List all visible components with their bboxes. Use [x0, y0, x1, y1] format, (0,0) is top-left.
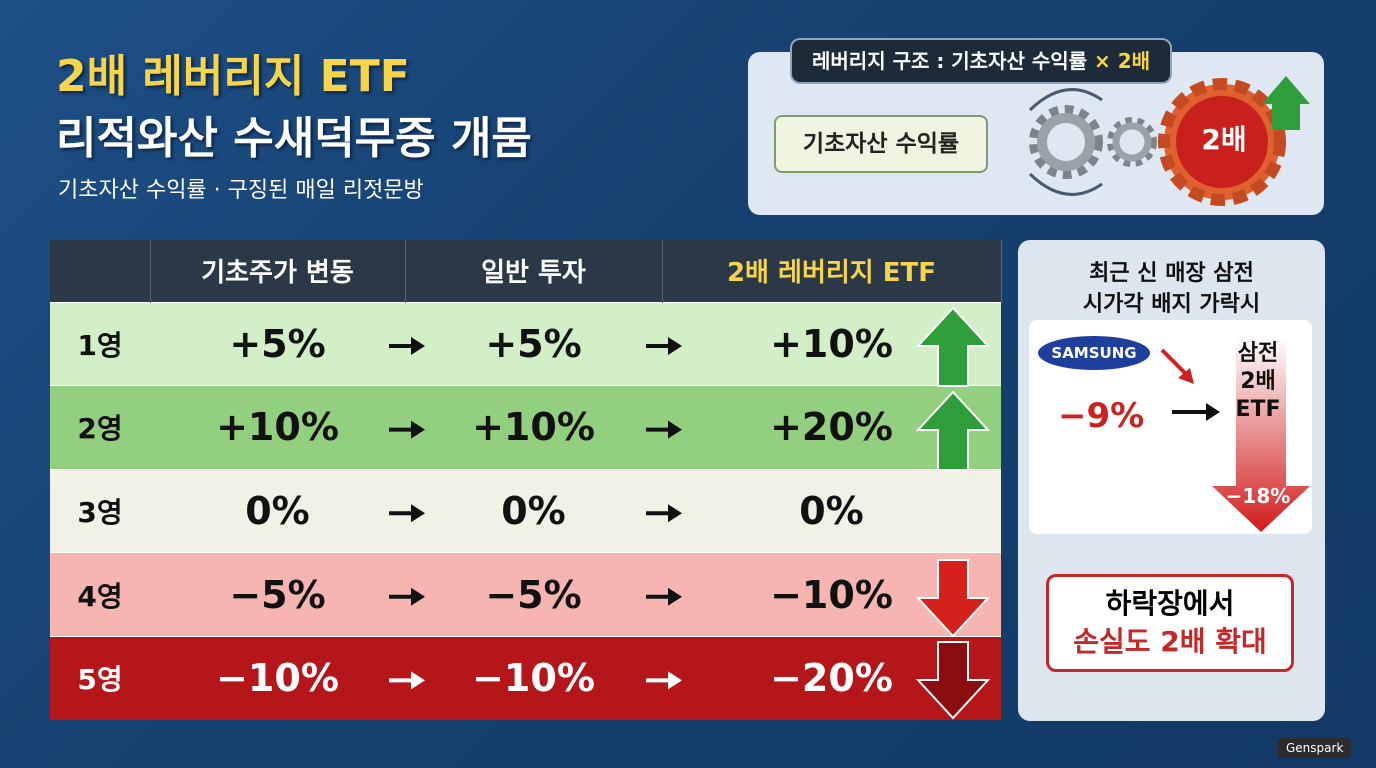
flow-arrow: [389, 337, 425, 355]
value-cell: −10%: [405, 635, 662, 720]
flow-arrow: [389, 504, 425, 523]
example-arrows: [1160, 338, 1310, 532]
value-cell: +5%: [405, 301, 662, 386]
row-label: 1영: [50, 301, 150, 386]
value-cell: 0%: [662, 468, 1001, 553]
flow-arrow: [646, 587, 682, 606]
gears: [1028, 76, 1310, 206]
flow-arrow: [646, 671, 682, 690]
row-label: 3영: [50, 468, 150, 553]
watermark: Genspark: [1278, 738, 1352, 758]
value-cell: 0%: [405, 468, 662, 553]
flow-arrow: [389, 587, 425, 606]
value-cell: +10%: [150, 385, 405, 470]
line: ETF: [1235, 397, 1281, 422]
value-cell: −10%: [150, 635, 405, 720]
corner: [50, 240, 151, 302]
flow-arrow: [389, 420, 425, 439]
multiplier: 2배: [1201, 123, 1247, 156]
flow-arrow: [389, 671, 425, 690]
value-cell: +5%: [150, 301, 405, 386]
column-header: 일반 투자: [405, 240, 663, 302]
line: 2배: [1240, 369, 1276, 394]
etf-label: 삼전 2배 ETF: [1220, 340, 1296, 424]
row-label: 4영: [50, 552, 150, 637]
row-label: 2영: [50, 385, 150, 470]
table-icons: [389, 306, 991, 720]
label-highlight: × 2배: [1094, 49, 1151, 73]
input-box: 기초자산 수익률: [774, 115, 988, 173]
flow-arrow: [646, 504, 682, 523]
line: 최근 신 매장 삼전: [1089, 261, 1254, 286]
note-line: 하락장에서: [1105, 587, 1235, 620]
value-cell: +10%: [405, 385, 662, 470]
table-row: 3영 0% 0% 0%: [50, 468, 1001, 553]
title: 2배 레버리지 ETF: [56, 51, 410, 102]
label-text: 레버리지 구조 : 기초자산 수익률: [812, 49, 1088, 73]
structure-label: 레버리지 구조 : 기초자산 수익률 × 2배: [790, 38, 1173, 84]
column-header: 2배 레버리지 ETF: [662, 240, 1002, 302]
flow-arrow: [646, 337, 682, 355]
flow-arrow: [646, 420, 682, 439]
line: 삼전: [1237, 341, 1279, 366]
etf-change: −18%: [1225, 484, 1291, 508]
value-cell: −5%: [405, 552, 662, 637]
flow-arrows: [389, 337, 682, 690]
value-cell: 0%: [150, 468, 405, 553]
table-row: 5영 −10% −10% −20%: [50, 635, 1001, 720]
brand-logo: SAMSUNG: [1038, 336, 1150, 370]
value-cell: −5%: [150, 552, 405, 637]
row-label: 5영: [50, 635, 150, 720]
stock-change: −9%: [1058, 396, 1145, 436]
line: 시가각 배지 가락시: [1082, 292, 1261, 317]
column-header: 기초주가 변동: [150, 240, 406, 302]
title: 리적와산 수새덕무중 개뭄: [56, 113, 532, 164]
subtitle: 기초자산 수익률 · 구징된 매일 리젓문방: [58, 178, 424, 203]
note-line: 손실도 2배 확대: [1073, 625, 1267, 658]
